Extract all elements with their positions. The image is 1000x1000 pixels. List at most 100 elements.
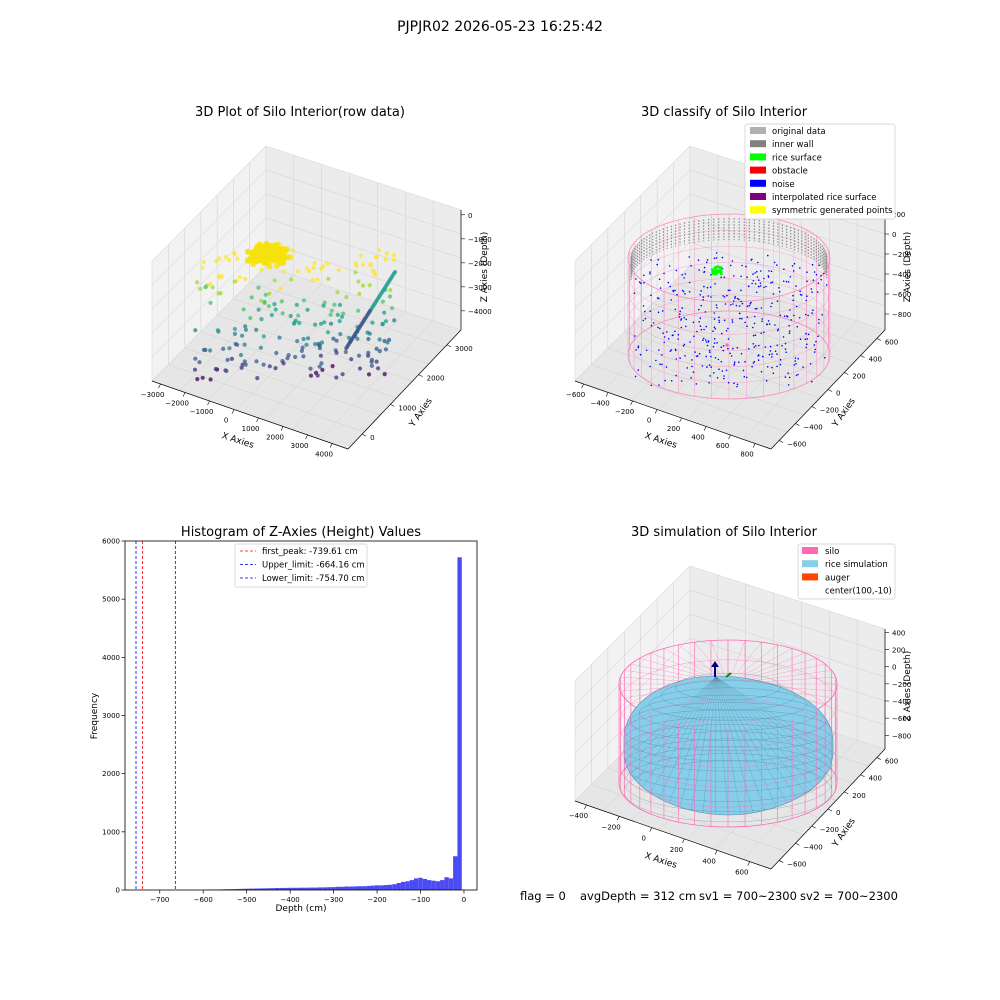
raw-point [217,274,222,279]
raw-point [338,332,343,337]
y-tick-mark [418,374,423,377]
raw-point [277,246,284,253]
noise-point [769,345,772,348]
noise-point [702,298,704,301]
raw-point [301,336,306,342]
noise-point [708,364,711,366]
noise-point [811,263,814,266]
noise-point [741,302,744,305]
noise-point [763,286,765,289]
histogram-bar [253,888,258,890]
noise-point [765,285,767,288]
raw-point [340,372,345,377]
noise-point [639,353,642,356]
noise-point [798,317,801,319]
noise-point [658,349,660,351]
y-tick-label: 400 [869,356,882,364]
x-tick-mark [329,443,333,448]
raw-point [343,349,348,355]
noise-point [716,377,719,379]
noise-point [723,375,725,377]
noise-point [679,310,681,313]
raw-point [316,341,321,346]
rice-surface-point [719,270,723,274]
y-tick-label: −200 [820,407,839,415]
x-tick-mark [158,383,161,389]
histogram-bar [287,887,293,890]
histogram-bar [235,888,241,890]
noise-point [739,312,741,315]
rice-mesh-meridian [715,676,788,804]
noise-point [770,282,772,284]
noise-point [718,319,720,322]
noise-point [745,265,747,268]
rice-mesh-meridian [715,676,766,811]
y-tick-label: 3000 [455,345,473,353]
raw-point [383,319,389,324]
classify-z-axis-label: Z Axies (Depth) [903,232,913,303]
noise-point [766,323,768,326]
noise-point [727,289,730,292]
raw-z-axis-label: Z Axies (Depth) [480,232,490,303]
classify-x-axis-label: X Axies [643,431,678,451]
histogram-bar [392,884,397,890]
noise-point [736,297,739,300]
floor-gridline [207,284,322,401]
noise-point [680,318,683,320]
noise-point [659,287,662,289]
x-tick-mark [584,804,587,810]
noise-point [721,332,723,335]
raw-point [281,361,286,366]
histogram-bar [248,888,254,890]
floor-gridline [591,364,788,433]
wall-gridline [151,217,462,334]
noise-point [723,276,726,279]
raw-point [261,362,266,367]
noise-point [720,346,723,349]
noise-point [741,317,743,320]
noise-point [675,374,677,377]
noise-point [758,279,760,281]
noise-point [806,295,808,298]
noise-point [805,346,807,349]
noise-point [757,355,759,357]
noise-point [658,278,661,281]
noise-point [754,334,757,336]
raw-point [290,248,295,253]
raw-point [296,313,301,318]
noise-point [714,328,717,330]
y-tick-label: 2000 [102,770,120,778]
raw-point [377,349,382,354]
raw-point [261,250,268,257]
noise-point [763,331,765,334]
noise-point [776,365,778,368]
raw-point [366,336,371,342]
raw-point [258,345,263,350]
raw-point [214,258,219,264]
raw-point [317,346,322,351]
x-tick-mark [605,392,609,397]
noise-point [748,304,751,307]
noise-point [637,346,640,349]
noise-point [760,370,763,373]
wall-gridline [574,217,886,334]
histogram-bar [301,887,306,890]
y-tick-mark [811,406,816,409]
z-tick-label: −3000 [468,284,492,292]
raw-point [329,308,334,313]
noise-point [765,380,768,382]
floor-gridline [249,282,445,348]
legend-swatch [750,206,766,214]
noise-point [768,353,771,356]
noise-point [663,336,666,338]
noise-point [796,325,799,328]
x-tick-label: −200 [367,896,386,904]
noise-point [754,272,756,274]
noise-point [699,317,702,320]
y-tick-label: −400 [803,424,822,432]
noise-point [713,318,716,320]
noise-point [816,291,819,293]
z-tick-label: −200 [892,681,911,689]
raw-point [380,322,385,327]
x-tick-label: 0 [224,416,228,424]
